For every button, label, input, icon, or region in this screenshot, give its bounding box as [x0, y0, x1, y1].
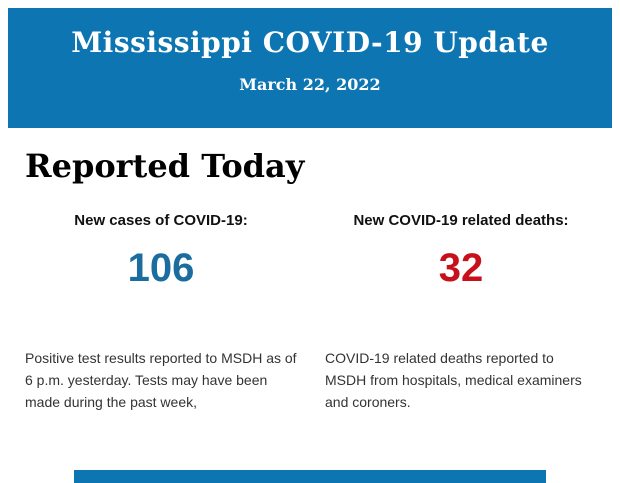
stat-new-deaths: New COVID-19 related deaths: 32 COVID-19…	[325, 212, 597, 413]
stat-new-cases: New cases of COVID-19: 106 Positive test…	[25, 212, 297, 413]
new-deaths-label: New COVID-19 related deaths:	[353, 212, 569, 229]
new-cases-description: Positive test results reported to MSDH a…	[25, 350, 297, 410]
header-date: March 22, 2022	[239, 75, 381, 94]
section-title: Reported Today	[25, 147, 305, 185]
new-cases-label: New cases of COVID-19:	[74, 212, 248, 229]
new-deaths-description: COVID-19 related deaths reported to MSDH…	[325, 350, 582, 410]
stats-columns: New cases of COVID-19: 106 Positive test…	[25, 212, 597, 413]
header-banner: Mississippi COVID-19 Update March 22, 20…	[8, 8, 612, 128]
new-deaths-value: 32	[438, 246, 484, 290]
page-title: Mississippi COVID-19 Update	[71, 26, 549, 59]
next-section-banner-edge	[74, 470, 546, 483]
new-cases-value: 106	[127, 246, 195, 290]
report-content: Reported Today New cases of COVID-19: 10…	[0, 149, 620, 413]
